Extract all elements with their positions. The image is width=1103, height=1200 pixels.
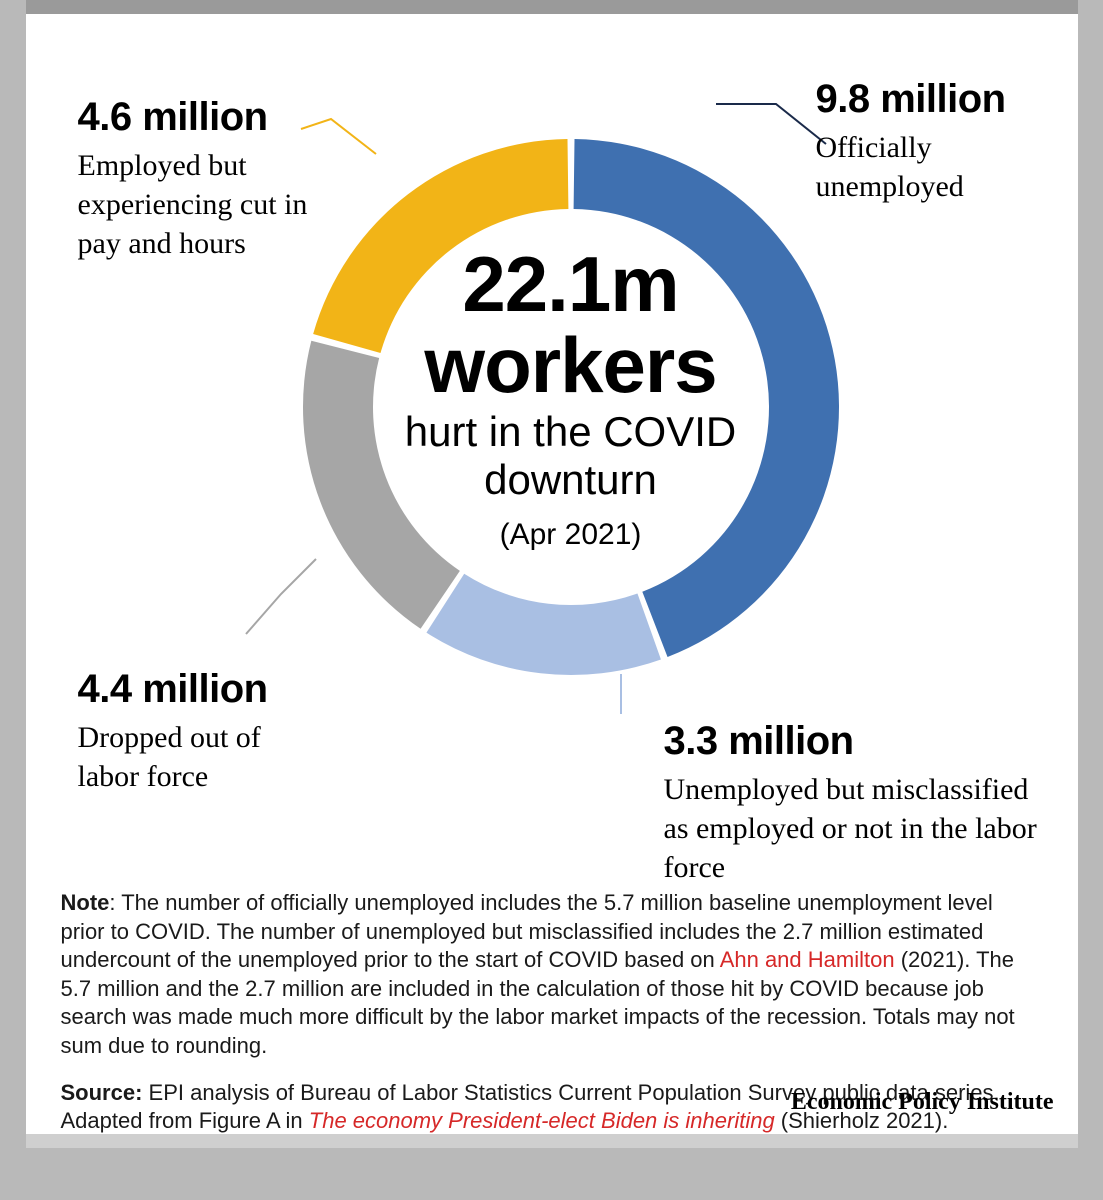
- leader-line: [301, 119, 376, 154]
- callout-number: 4.4 million: [78, 664, 328, 714]
- callout-desc: Unemployed but misclassified as employed…: [664, 770, 1054, 887]
- center-sub2: (Apr 2021): [326, 518, 816, 552]
- callout-desc: Officially unemployed: [816, 128, 1046, 206]
- center-line2: workers: [326, 326, 816, 404]
- center-sub1: hurt in the COVID downturn: [326, 408, 816, 505]
- source-label: Source:: [61, 1080, 143, 1105]
- donut-center-text: 22.1m workers hurt in the COVID downturn…: [326, 244, 816, 552]
- leader-line: [246, 559, 316, 634]
- chart-area: 22.1m workers hurt in the COVID downturn…: [26, 14, 1078, 884]
- callout-desc: Dropped out of labor force: [78, 718, 328, 796]
- callout-dropped-out: 4.4 million Dropped out of labor force: [78, 664, 328, 796]
- source-link[interactable]: The economy President-elect Biden is inh…: [309, 1108, 775, 1133]
- callout-number: 4.6 million: [78, 92, 308, 142]
- center-line1: 22.1m: [326, 244, 816, 326]
- callout-pay-cut: 4.6 million Employed but experiencing cu…: [78, 92, 308, 263]
- browser-chrome-top: [26, 0, 1078, 14]
- callout-officially-unemployed: 9.8 million Officially unemployed: [816, 74, 1046, 206]
- note-paragraph: Note: The number of officially unemploye…: [61, 889, 1041, 1061]
- callout-desc: Employed but experiencing cut in pay and…: [78, 146, 308, 263]
- donut-slice: [426, 574, 661, 675]
- page: 22.1m workers hurt in the COVID downturn…: [26, 14, 1078, 1134]
- callout-misclassified: 3.3 million Unemployed but misclassified…: [664, 716, 1054, 887]
- note-label: Note: [61, 890, 110, 915]
- callout-number: 9.8 million: [816, 74, 1046, 124]
- footer-brand: Economic Policy Institute: [791, 1089, 1054, 1116]
- frame: 22.1m workers hurt in the COVID downturn…: [0, 0, 1103, 1148]
- leader-line: [716, 104, 826, 144]
- note-link-ahn-hamilton[interactable]: Ahn and Hamilton: [720, 947, 895, 972]
- callout-number: 3.3 million: [664, 716, 1054, 766]
